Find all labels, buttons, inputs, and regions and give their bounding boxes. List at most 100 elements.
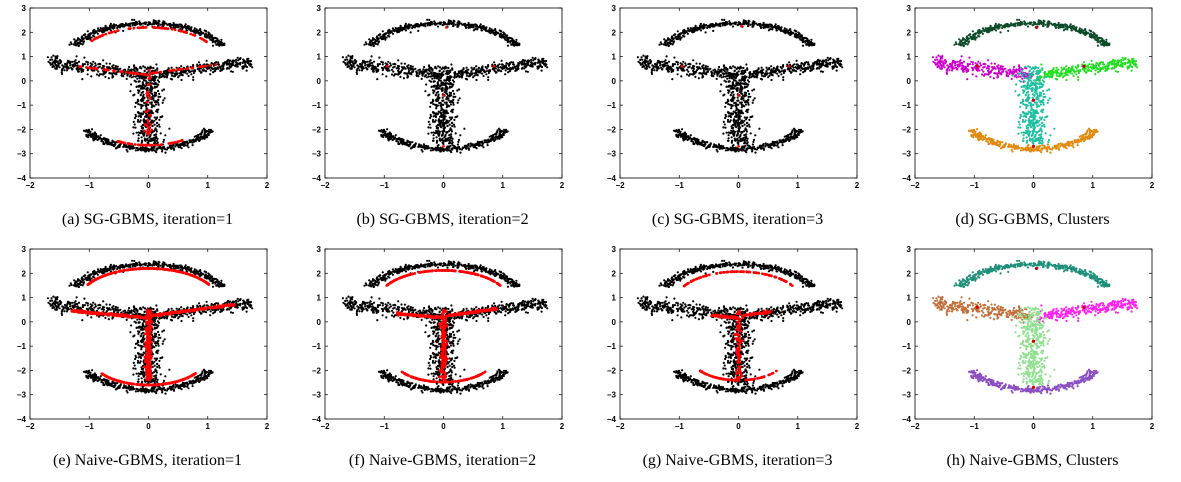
- data-point: [470, 66, 473, 69]
- data-point: [187, 25, 190, 28]
- data-point: [134, 115, 138, 118]
- data-point: [495, 133, 498, 136]
- mode-point: [147, 92, 151, 96]
- data-point: [140, 98, 143, 101]
- data-point: [192, 78, 195, 81]
- mode-point: [140, 72, 144, 76]
- data-point: [420, 77, 423, 80]
- data-point: [441, 66, 444, 69]
- data-point: [465, 78, 469, 81]
- data-point: [448, 91, 451, 94]
- data-point: [434, 65, 437, 68]
- data-point: [222, 67, 225, 70]
- data-point: [512, 63, 515, 66]
- data-point: [358, 69, 361, 72]
- data-point: [778, 141, 781, 144]
- data-point: [102, 73, 105, 76]
- data-point: [171, 71, 174, 74]
- data-point: [434, 103, 437, 106]
- data-point: [670, 35, 674, 38]
- data-point: [140, 140, 144, 143]
- data-point: [430, 85, 433, 88]
- data-point: [152, 130, 156, 133]
- data-point: [452, 103, 455, 106]
- data-point: [377, 129, 381, 132]
- data-point: [792, 127, 796, 130]
- data-point: [374, 67, 378, 70]
- data-point: [155, 139, 158, 142]
- data-point: [389, 64, 392, 67]
- data-point: [452, 95, 455, 98]
- data-point: [157, 22, 160, 25]
- data-point: [721, 22, 724, 25]
- data-point: [438, 79, 441, 82]
- data-point: [754, 148, 757, 151]
- data-point: [802, 40, 805, 43]
- data-point: [516, 42, 519, 45]
- data-point: [428, 18, 431, 21]
- data-point: [787, 134, 790, 137]
- data-point: [427, 132, 430, 135]
- data-point: [456, 115, 459, 118]
- data-point: [51, 65, 54, 69]
- data-point: [365, 66, 368, 69]
- x-tick-label: 2: [560, 181, 565, 190]
- data-point: [748, 20, 751, 23]
- data-point: [715, 77, 718, 80]
- data-point: [376, 70, 379, 73]
- data-point: [808, 44, 811, 47]
- data-point: [724, 149, 727, 152]
- data-point: [374, 38, 377, 41]
- data-point: [437, 134, 440, 137]
- data-point: [192, 71, 195, 75]
- data-point: [459, 72, 462, 76]
- data-point: [437, 87, 441, 90]
- mode-point: [445, 26, 448, 29]
- data-point: [394, 136, 397, 139]
- data-point: [105, 142, 108, 145]
- mode-point: [208, 64, 212, 67]
- data-point: [490, 28, 493, 31]
- data-point: [244, 63, 247, 66]
- data-point: [445, 96, 448, 99]
- data-point: [508, 70, 511, 73]
- data-point: [641, 58, 644, 61]
- data-point: [432, 134, 435, 137]
- data-point: [153, 105, 156, 108]
- data-point: [137, 112, 140, 115]
- mode-point: [214, 63, 218, 67]
- data-point: [198, 136, 201, 139]
- data-point: [158, 118, 161, 121]
- data-point: [80, 35, 84, 38]
- data-point: [453, 76, 456, 79]
- data-point: [215, 43, 218, 46]
- data-point: [142, 110, 145, 113]
- data-point: [453, 92, 456, 95]
- data-point: [512, 61, 515, 64]
- data-point: [447, 99, 450, 102]
- data-point: [151, 82, 154, 85]
- data-point: [94, 133, 97, 136]
- data-point: [411, 26, 414, 30]
- data-point: [431, 101, 434, 104]
- data-point: [450, 139, 453, 142]
- mode-point: [153, 143, 157, 147]
- data-point: [140, 125, 143, 128]
- data-point: [200, 133, 203, 136]
- data-point: [428, 123, 431, 126]
- data-point: [433, 148, 436, 151]
- mode-point: [148, 74, 151, 78]
- mode-point: [191, 33, 195, 37]
- data-point: [488, 135, 491, 138]
- mode-point: [145, 124, 149, 128]
- data-point: [81, 78, 84, 81]
- data-point: [531, 63, 534, 66]
- data-point: [54, 59, 58, 63]
- data-point: [798, 131, 801, 134]
- data-point: [497, 66, 500, 69]
- data-point: [442, 127, 445, 130]
- data-point: [157, 83, 160, 86]
- data-point: [174, 72, 177, 75]
- data-point: [381, 30, 384, 33]
- data-point: [732, 22, 735, 25]
